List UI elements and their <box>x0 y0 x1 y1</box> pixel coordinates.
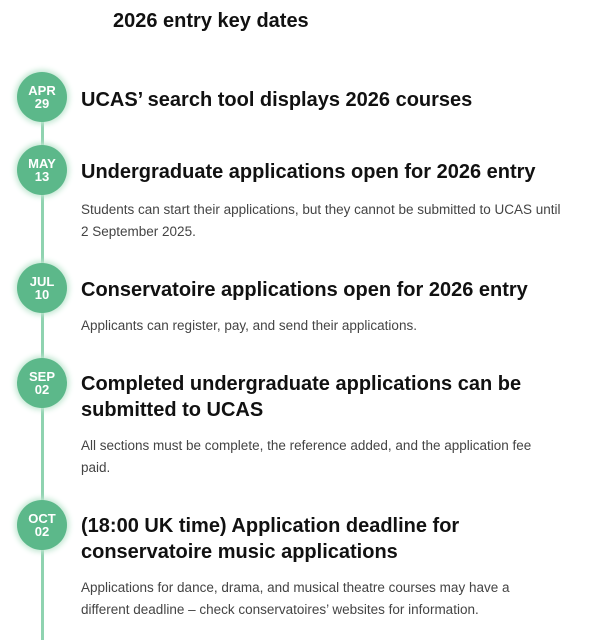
date-badge: OCT 02 <box>17 500 67 550</box>
item-description: Applications for dance, drama, and music… <box>81 580 510 617</box>
item-description: Students can start their applications, b… <box>81 202 561 239</box>
date-badge: SEP 02 <box>17 358 67 408</box>
item-title: Conservatoire applications open for 2026… <box>81 279 528 301</box>
badge-day: 29 <box>34 96 50 111</box>
badge-day: 13 <box>34 169 50 184</box>
badge-day: 10 <box>34 287 50 302</box>
badge-day: 02 <box>34 524 50 539</box>
page-title: 2026 entry key dates <box>113 10 309 32</box>
date-badge: APR 29 <box>17 72 67 122</box>
badge-month: APR <box>28 83 56 98</box>
badge-month: JUL <box>29 274 55 289</box>
item-title: UCAS’ search tool displays 2026 courses <box>81 89 473 111</box>
badge-month: SEP <box>28 369 55 384</box>
badge-month: OCT <box>28 511 56 526</box>
item-description: Applicants can register, pay, and send t… <box>81 318 417 333</box>
date-badge: MAY 13 <box>17 145 67 195</box>
badge-month: MAY <box>28 156 56 171</box>
item-description: All sections must be complete, the refer… <box>81 438 532 475</box>
item-title: Undergraduate applications open for 2026… <box>81 161 536 183</box>
item-title: (18:00 UK time) Application deadline for… <box>81 515 460 563</box>
date-badge: JUL 10 <box>17 263 67 313</box>
item-title: Completed undergraduate applications can… <box>81 373 522 421</box>
badge-day: 02 <box>34 382 50 397</box>
